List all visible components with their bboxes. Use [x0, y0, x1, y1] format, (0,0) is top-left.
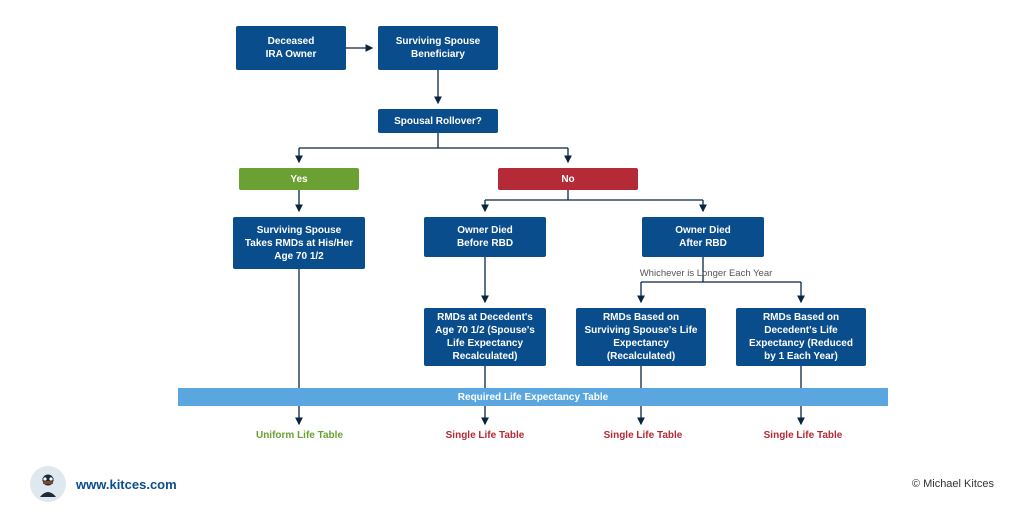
node-rmd-decedent-age: RMDs at Decedent'sAge 70 1/2 (Spouse'sLi…: [424, 308, 546, 366]
annotation-whichever-longer: Whichever is Longer Each Year: [606, 268, 806, 279]
brand: www.kitces.com: [30, 466, 177, 502]
node-died-after-rbd: Owner DiedAfter RBD: [642, 217, 764, 257]
node-no: No: [498, 168, 638, 190]
bar-required-life-table: Required Life Expectancy Table: [178, 388, 888, 406]
flowchart-canvas: DeceasedIRA Owner Surviving SpouseBenefi…: [0, 0, 1024, 512]
node-deceased-ira-owner: DeceasedIRA Owner: [236, 26, 346, 70]
node-rmd-decedent-life: RMDs Based onDecedent's LifeExpectancy (…: [736, 308, 866, 366]
node-yes: Yes: [239, 168, 359, 190]
outcome-uniform-life-table: Uniform Life Table: [252, 430, 347, 441]
copyright: © Michael Kitces: [912, 478, 994, 490]
footer: www.kitces.com © Michael Kitces: [0, 466, 1024, 502]
outcome-single-life-1: Single Life Table: [440, 430, 530, 441]
outcome-single-life-2: Single Life Table: [598, 430, 688, 441]
node-rmd-spouse-life: RMDs Based onSurviving Spouse's LifeExpe…: [576, 308, 706, 366]
node-surviving-spouse: Surviving SpouseBeneficiary: [378, 26, 498, 70]
node-spouse-takes-rmds: Surviving SpouseTakes RMDs at His/HerAge…: [233, 217, 365, 269]
avatar-icon: [30, 466, 66, 502]
node-spousal-rollover: Spousal Rollover?: [378, 109, 498, 133]
brand-url[interactable]: www.kitces.com: [76, 477, 177, 492]
node-died-before-rbd: Owner DiedBefore RBD: [424, 217, 546, 257]
outcome-single-life-3: Single Life Table: [758, 430, 848, 441]
